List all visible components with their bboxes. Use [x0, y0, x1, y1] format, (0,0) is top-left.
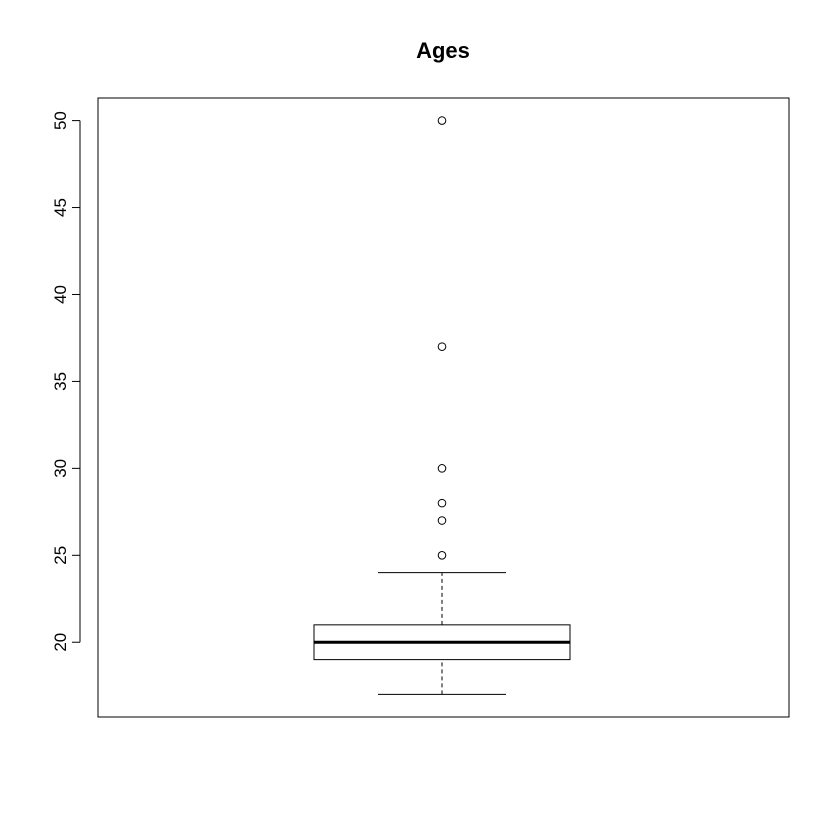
y-tick-label-30: 30	[51, 459, 70, 478]
outlier-point-28	[437, 498, 447, 508]
y-tick-label-20: 20	[51, 633, 70, 652]
outlier-point-27	[437, 516, 447, 525]
outliers	[437, 116, 447, 560]
outlier-point-50	[437, 116, 447, 125]
outlier-point-37	[437, 342, 447, 351]
y-tick-label-50: 50	[51, 111, 70, 130]
y-tick-label-35: 35	[51, 372, 70, 391]
y-tick-label-40: 40	[51, 285, 70, 304]
y-tick-label-45: 45	[51, 198, 70, 217]
y-axis: 20 25 30 35 40 45 50	[51, 111, 81, 652]
plot-frame	[97, 97, 790, 718]
outlier-point-25	[437, 550, 447, 560]
outlier-point-30	[437, 464, 447, 473]
boxplot	[313, 572, 571, 695]
chart-title: Ages	[416, 38, 470, 63]
y-tick-label-25: 25	[51, 546, 70, 565]
